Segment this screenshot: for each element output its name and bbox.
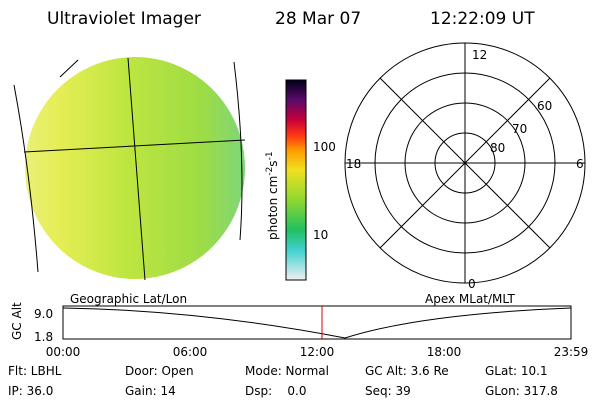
polar-grid xyxy=(344,42,586,284)
unit-exp: -1 xyxy=(265,151,275,160)
status-field: Door: Open xyxy=(125,364,194,378)
polar-label: Apex MLat/MLT xyxy=(425,292,515,306)
unit-part: s xyxy=(266,160,280,166)
date: 28 Mar 07 xyxy=(275,9,361,29)
alt-tick: 9.0 xyxy=(34,307,53,321)
status-field: Seq: 39 xyxy=(365,384,411,398)
alt-axis-label: GC Alt xyxy=(10,302,24,340)
image-label: Geographic Lat/Lon xyxy=(70,292,187,306)
time-tick: 00:00 xyxy=(46,345,81,359)
alt-plot-frame xyxy=(62,305,572,340)
colorbar-tick: 10 xyxy=(313,228,328,242)
status-field: Mode: Normal xyxy=(245,364,329,378)
lat-label: 80 xyxy=(490,141,505,155)
status-field: GC Alt: 3.6 Re xyxy=(365,364,449,378)
status-field: GLon: 317.8 xyxy=(485,384,558,398)
time: 12:22:09 UT xyxy=(430,9,535,29)
mlt-label: 6 xyxy=(576,157,584,171)
unit-part: photon cm xyxy=(266,176,280,240)
time-tick: 06:00 xyxy=(173,345,208,359)
lat-label: 70 xyxy=(512,122,527,136)
title: Ultraviolet Imager xyxy=(47,9,201,29)
status-field: Flt: LBHL xyxy=(8,364,62,378)
status-field: GLat: 10.1 xyxy=(485,364,548,378)
time-tick: 23:59 xyxy=(554,345,589,359)
colorbar-tick: 100 xyxy=(313,140,336,154)
time-tick: 18:00 xyxy=(427,345,462,359)
alt-curve xyxy=(62,307,572,339)
lat-label: 60 xyxy=(537,99,552,113)
status-field: IP: 36.0 xyxy=(8,384,53,398)
time-tick: 12:00 xyxy=(300,345,335,359)
mlt-label: 18 xyxy=(346,157,361,171)
mlt-label: 0 xyxy=(468,277,476,291)
mlt-label: 12 xyxy=(472,48,487,62)
alt-tick: 1.8 xyxy=(34,330,53,344)
status-field: Dsp: 0.0 xyxy=(245,384,307,398)
uv-image xyxy=(13,57,246,281)
unit-exp: -2 xyxy=(265,167,275,176)
colorbar-unit: photon cm-2s-1 xyxy=(265,151,280,240)
status-field: Gain: 14 xyxy=(125,384,176,398)
colorbar xyxy=(285,79,307,281)
